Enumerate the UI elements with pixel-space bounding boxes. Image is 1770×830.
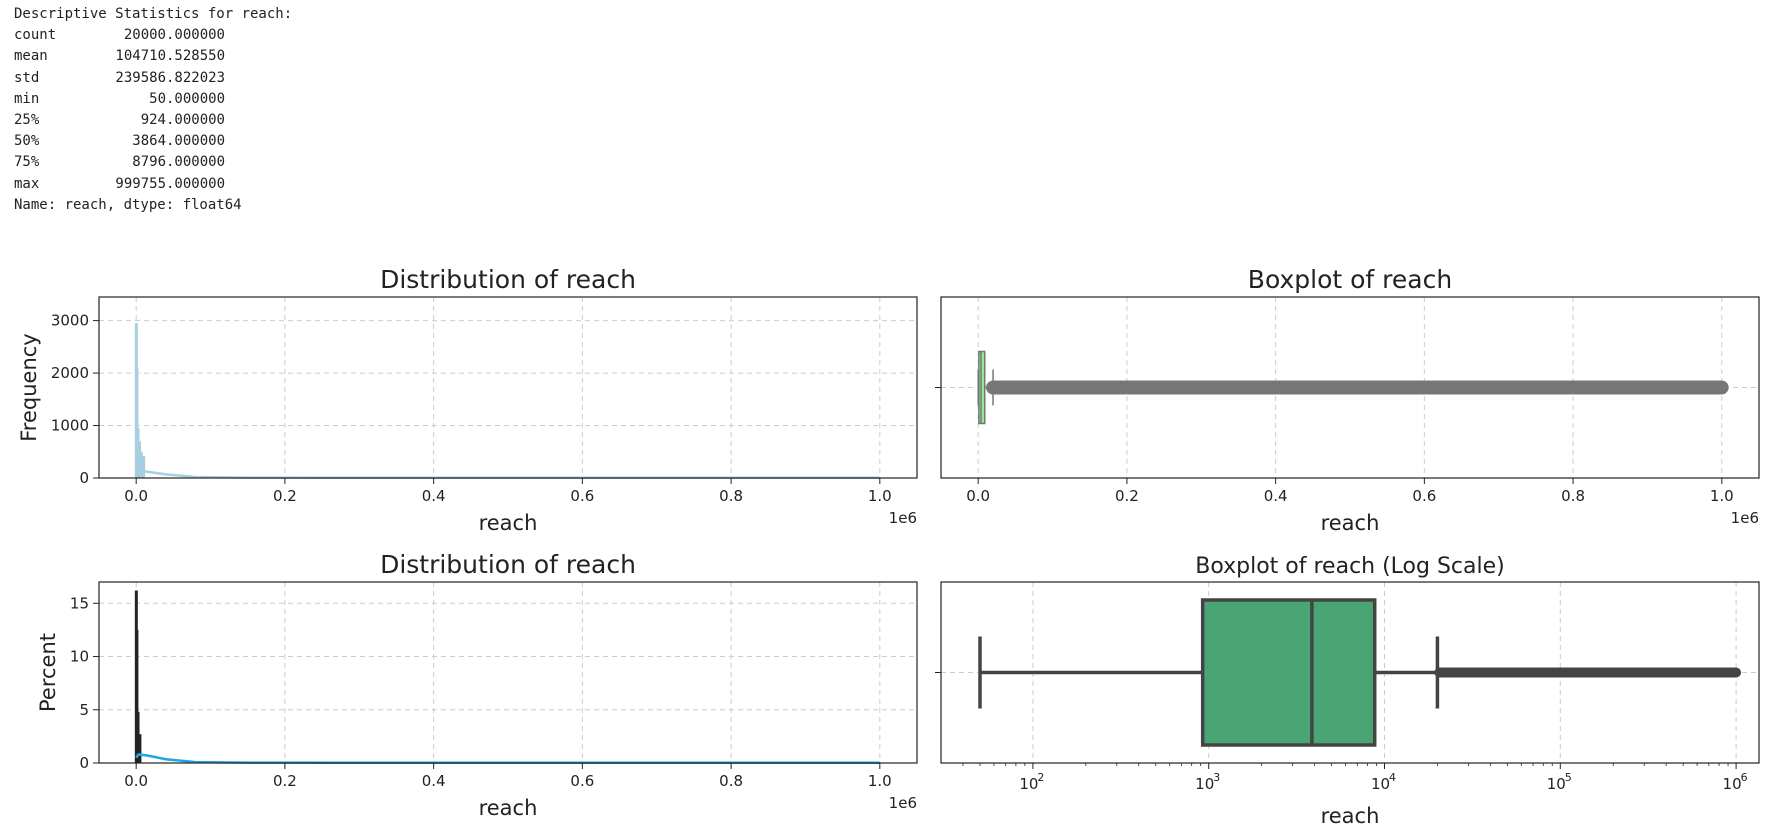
chart-panel-1: 0.0 0.2 0.4 0.6 0.8 1.0 0 1000 2000 3000 Distribut… [17,265,918,535]
stats-value: 8796.000000 [132,154,225,171]
stats-label: std [14,69,40,86]
histogram-bar [135,367,139,478]
y-axis-label: Percent [36,633,60,712]
chart-title: Boxplot of reach [1248,265,1452,294]
x-tick-label: 10 [1547,775,1566,793]
x-tick-exponent: 6 [1741,771,1748,784]
descriptive-statistics-output: Descriptive Statistics for reach: count 20… [14,4,292,216]
histogram-bar [139,451,143,478]
stats-row: max 999755.000000 [14,174,292,195]
chart-panel-3: 0.0 0.2 0.4 0.6 0.8 1.0 0 5 10 15 Distribution of … [36,550,918,820]
x-tick-label: 0.0 [124,772,148,790]
x-tick-label: 0.4 [422,487,446,505]
stats-row: std 239586.822023 [14,68,292,89]
stats-row: 50% 3864.000000 [14,131,292,152]
stats-label: count [14,27,57,44]
axes-frame [940,581,1760,764]
x-tick-label: 0.6 [1412,487,1436,505]
x-tick-label: 0.0 [124,487,148,505]
x-tick-exponent: 2 [1037,771,1044,784]
axes-frame [940,296,1760,479]
stats-row: 75% 8796.000000 [14,152,292,173]
y-tick-label: 5 [79,701,89,719]
y-tick-label: 2000 [51,364,89,382]
stats-label: min [14,90,40,107]
y-tick-label: 1000 [51,417,89,435]
x-tick-label: 10 [1019,775,1038,793]
chart-panel-2: 0.0 0.2 0.4 0.6 0.8 1.0 Boxplot of reach reach 1… [935,265,1760,535]
stats-value: 104710.528550 [115,48,225,65]
x-axis-label: reach [479,511,538,535]
y-tick-label: 0 [79,469,89,487]
chart-title: Distribution of reach [380,265,636,294]
x-tick-label: 0.6 [570,487,594,505]
x-tick-label: 1.0 [1710,487,1734,505]
stats-footer: Name: reach, dtype: float64 [14,196,242,213]
x-tick-label: 0.2 [273,772,297,790]
stats-value: 50.000000 [149,90,225,107]
x-axis-label: reach [1321,804,1380,828]
histogram-bar [135,629,139,763]
x-tick-label: 1.0 [868,487,892,505]
histogram-bar [142,455,146,478]
x-tick-label: 0.4 [422,772,446,790]
x-offset-text: 1e6 [889,509,917,527]
stats-label: 50% [14,133,40,150]
kde-curve [135,753,880,765]
stats-value: 20000.000000 [123,27,225,44]
x-axis-label: reach [479,796,538,820]
x-tick-label: 10 [1371,775,1390,793]
x-tick-label: 10 [1195,775,1214,793]
stats-row: mean 104710.528550 [14,46,292,67]
x-tick-label: 0.2 [1115,487,1139,505]
chart-title: Boxplot of reach (Log Scale) [1195,554,1505,579]
x-tick-label: 1.0 [868,772,892,790]
stats-row: count 20000.000000 [14,25,292,46]
x-tick-label: 0.2 [273,487,297,505]
axes-frame [98,581,918,764]
y-tick-label: 15 [70,594,89,612]
y-tick-label: 10 [70,648,89,666]
chart-title: Distribution of reach [380,550,636,579]
x-offset-text: 1e6 [889,794,917,812]
kde-curve [135,469,880,479]
histogram-bar [138,441,142,478]
x-tick-exponent: 3 [1213,771,1220,784]
histogram-bar [138,734,142,763]
x-offset-text: 1e6 [1731,509,1759,527]
x-tick-label: 0.8 [719,772,743,790]
y-tick-label: 0 [79,754,89,772]
stats-row: 25% 924.000000 [14,110,292,131]
histogram-bar [136,711,140,763]
stats-label: mean [14,48,48,65]
stats-value: 3864.000000 [132,133,225,150]
stats-value: 239586.822023 [115,69,225,86]
stats-value: 924.000000 [140,111,225,128]
x-tick-label: 0.6 [570,772,594,790]
stats-label: 25% [14,111,40,128]
x-tick-label: 0.4 [1264,487,1288,505]
y-axis-label: Frequency [17,333,41,442]
x-tick-label: 0.8 [719,487,743,505]
x-tick-exponent: 5 [1565,771,1572,784]
stats-row: min 50.000000 [14,89,292,110]
stats-label: max [14,175,40,192]
stats-label: 75% [14,154,40,171]
x-axis-label: reach [1321,511,1380,535]
stats-header: Descriptive Statistics for reach: [14,6,293,22]
y-tick-label: 3000 [51,312,89,330]
x-tick-label: 0.0 [966,487,990,505]
x-tick-label: 0.8 [1561,487,1585,505]
iqr-box [1200,598,1377,747]
axes-frame [98,296,918,479]
x-tick-exponent: 4 [1389,771,1396,784]
x-tick-label: 10 [1723,775,1742,793]
stats-value: 999755.000000 [115,175,225,192]
